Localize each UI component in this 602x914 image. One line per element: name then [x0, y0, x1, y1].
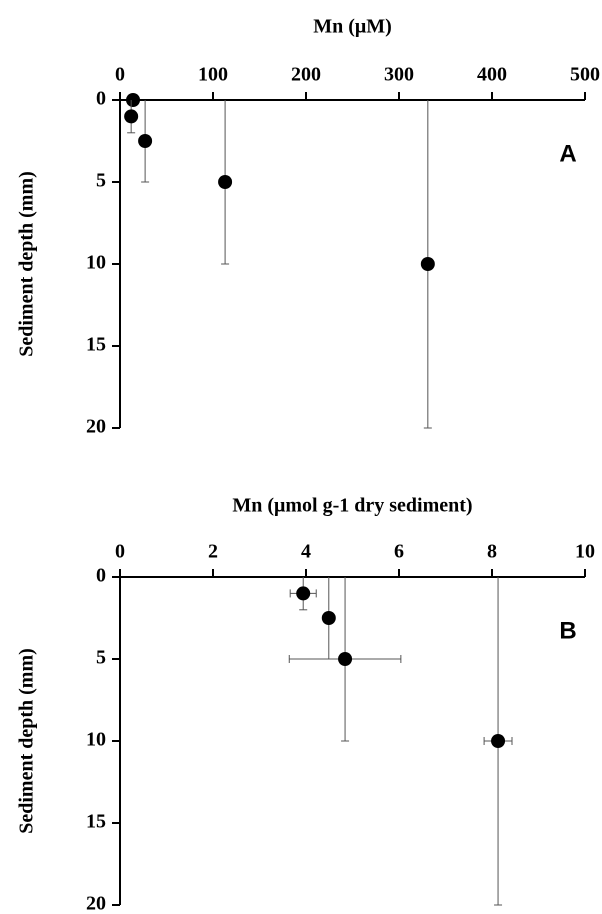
data-point	[124, 109, 139, 124]
x-tick-label: 0	[115, 64, 125, 86]
panel-label: A	[559, 140, 576, 167]
y-tick-label: 15	[86, 334, 106, 356]
x-tick-label: 300	[384, 64, 414, 86]
y-tick-label: 10	[86, 729, 106, 751]
data-point	[296, 586, 311, 601]
y-tick-label: 0	[96, 565, 106, 587]
y-tick-label: 5	[96, 647, 106, 669]
x-tick-label: 6	[394, 541, 404, 563]
chart-title: Mn (μmol g-1 dry sediment)	[232, 495, 472, 517]
y-axis-label: Sediment depth (mm)	[16, 648, 38, 834]
x-tick-label: 200	[291, 64, 321, 86]
data-point	[321, 611, 336, 625]
data-point	[338, 652, 353, 666]
x-tick-label: 8	[487, 541, 497, 563]
x-tick-label: 0	[115, 541, 125, 563]
data-point	[491, 734, 506, 748]
data-point	[126, 93, 141, 107]
y-tick-label: 10	[86, 252, 106, 274]
x-tick-label: 4	[301, 541, 311, 563]
x-tick-label: 10	[575, 541, 595, 563]
chart-title: Mn (μM)	[313, 16, 392, 38]
x-tick-label: 400	[477, 64, 507, 86]
y-tick-label: 0	[96, 88, 106, 110]
x-tick-label: 100	[198, 64, 228, 86]
data-point	[218, 175, 233, 189]
x-tick-label: 500	[570, 64, 600, 86]
y-tick-label: 5	[96, 170, 106, 192]
y-tick-label: 20	[86, 416, 106, 438]
data-point	[138, 134, 153, 148]
y-tick-label: 15	[86, 811, 106, 833]
y-axis-label: Sediment depth (mm)	[16, 171, 38, 357]
panel-label: B	[559, 617, 576, 644]
y-tick-label: 20	[86, 893, 106, 914]
data-point	[420, 257, 435, 271]
x-tick-label: 2	[208, 541, 218, 563]
